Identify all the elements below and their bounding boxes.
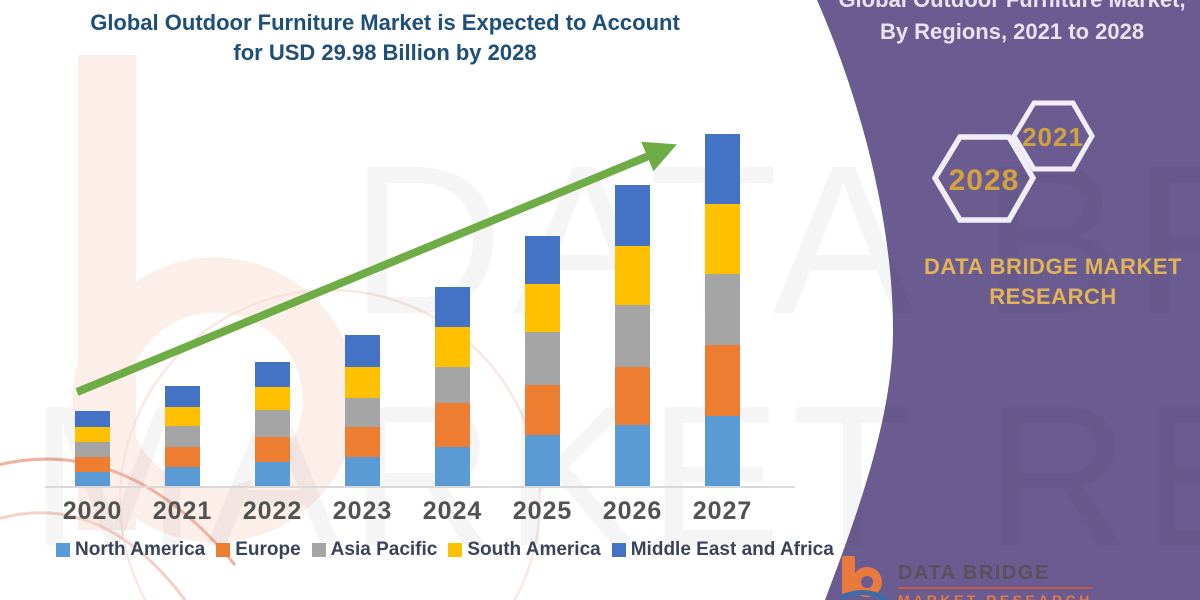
legend-label-asia-pacific: Asia Pacific: [330, 539, 438, 560]
x-axis-label-2025: 2025: [512, 497, 573, 525]
segment-south-america-2022: [255, 387, 290, 410]
red-swoosh-arc-2: [0, 511, 187, 600]
segment-north-america-2020: [75, 472, 110, 488]
bar-2020: [75, 411, 110, 488]
bar-2024: [435, 287, 470, 488]
segment-south-america-2023: [345, 367, 380, 398]
data-bridge-logo: DATA BRIDGE MARKET RESEARCH: [840, 556, 1093, 600]
red-swoosh-arc: [0, 457, 237, 566]
segment-europe-2027: [705, 345, 740, 416]
panel-heading-line1: Global Outdoor Furniture Market,: [828, 0, 1196, 16]
logo-rule: [898, 587, 1093, 589]
legend-item-north-america: North America: [56, 539, 205, 561]
segment-north-america-2027: [705, 416, 740, 488]
chart-title-line1: Global Outdoor Furniture Market is Expec…: [90, 10, 680, 35]
segment-north-america-2024: [435, 447, 470, 488]
segment-asia-pacific-2020: [75, 442, 110, 457]
x-axis-label-2023: 2023: [332, 497, 393, 525]
x-axis-label-2024: 2024: [422, 497, 483, 525]
bar-2027: [705, 134, 740, 488]
segment-asia-pacific-2024: [435, 367, 470, 403]
legend-swatch-europe: [216, 543, 231, 557]
segment-middle-east-and-africa-2022: [255, 362, 290, 387]
segment-south-america-2020: [75, 427, 110, 442]
segment-asia-pacific-2027: [705, 274, 740, 345]
segment-asia-pacific-2021: [165, 426, 200, 447]
segment-south-america-2024: [435, 327, 470, 367]
bar-2023: [345, 335, 380, 488]
segment-europe-2022: [255, 437, 290, 462]
chart-legend: North America Europe Asia Pacific South Ame…: [56, 539, 834, 561]
segment-middle-east-and-africa-2021: [165, 386, 200, 407]
segment-north-america-2026: [615, 425, 650, 488]
legend-swatch-north-america: [56, 543, 70, 557]
segment-south-america-2026: [615, 246, 650, 305]
segment-europe-2020: [75, 457, 110, 472]
legend-item-middle-east-and-africa: Middle East and Africa: [611, 539, 834, 561]
segment-europe-2023: [345, 427, 380, 457]
logo-text: DATA BRIDGE MARKET RESEARCH: [898, 556, 1093, 600]
segment-north-america-2023: [345, 457, 380, 488]
x-axis-label-2020: 2020: [62, 497, 123, 525]
segment-asia-pacific-2022: [255, 410, 290, 437]
bar-2026: [615, 185, 650, 488]
legend-swatch-south-america: [448, 543, 463, 557]
logo-brand-bottom: MARKET RESEARCH: [898, 592, 1093, 600]
segment-middle-east-and-africa-2024: [435, 287, 470, 327]
segment-europe-2025: [525, 385, 560, 435]
legend-swatch-asia-pacific: [311, 543, 326, 557]
segment-north-america-2025: [525, 435, 560, 488]
segment-south-america-2027: [705, 204, 740, 274]
segment-middle-east-and-africa-2025: [525, 236, 560, 284]
logo-b-icon: [840, 556, 888, 600]
legend-label-north-america: North America: [75, 539, 206, 560]
bar-2021: [165, 386, 200, 488]
bar-2025: [525, 236, 560, 488]
panel-heading-line2: By Regions, 2021 to 2028: [879, 19, 1145, 44]
x-axis-label-2027: 2027: [692, 497, 753, 525]
segment-north-america-2022: [255, 462, 290, 488]
segment-middle-east-and-africa-2023: [345, 335, 380, 367]
panel-heading: Global Outdoor Furniture Market, By Regi…: [828, 0, 1196, 48]
segment-middle-east-and-africa-2026: [615, 185, 650, 246]
segment-europe-2026: [615, 367, 650, 425]
segment-asia-pacific-2023: [345, 398, 380, 427]
legend-item-asia-pacific: Asia Pacific: [311, 539, 438, 561]
x-axis-label-2022: 2022: [242, 497, 303, 525]
segment-south-america-2021: [165, 407, 200, 426]
legend-item-south-america: South America: [448, 539, 601, 561]
legend-swatch-middle-east-and-africa: [611, 543, 626, 557]
segment-europe-2021: [165, 447, 200, 467]
chart-title: Global Outdoor Furniture Market is Expec…: [60, 8, 710, 68]
segment-north-america-2021: [165, 467, 200, 488]
panel-brand-text: DATA BRIDGE MARKET RESEARCH: [924, 254, 1182, 309]
legend-label-middle-east-and-africa: Middle East and Africa: [630, 539, 834, 560]
bar-2022: [255, 362, 290, 488]
logo-brand-top: DATA BRIDGE: [898, 562, 1050, 584]
segment-south-america-2025: [525, 284, 560, 332]
segment-middle-east-and-africa-2020: [75, 411, 110, 427]
legend-label-south-america: South America: [467, 539, 601, 560]
segment-middle-east-and-africa-2027: [705, 134, 740, 204]
chart-title-line2: for USD 29.98 Billion by 2028: [233, 40, 537, 65]
x-axis-label-2021: 2021: [152, 497, 213, 525]
segment-asia-pacific-2025: [525, 332, 560, 385]
x-axis-line: [45, 486, 795, 488]
segment-asia-pacific-2026: [615, 305, 650, 367]
x-axis-label-2026: 2026: [602, 497, 663, 525]
segment-europe-2024: [435, 403, 470, 447]
legend-label-europe: Europe: [235, 539, 301, 560]
legend-item-europe: Europe: [216, 539, 301, 561]
